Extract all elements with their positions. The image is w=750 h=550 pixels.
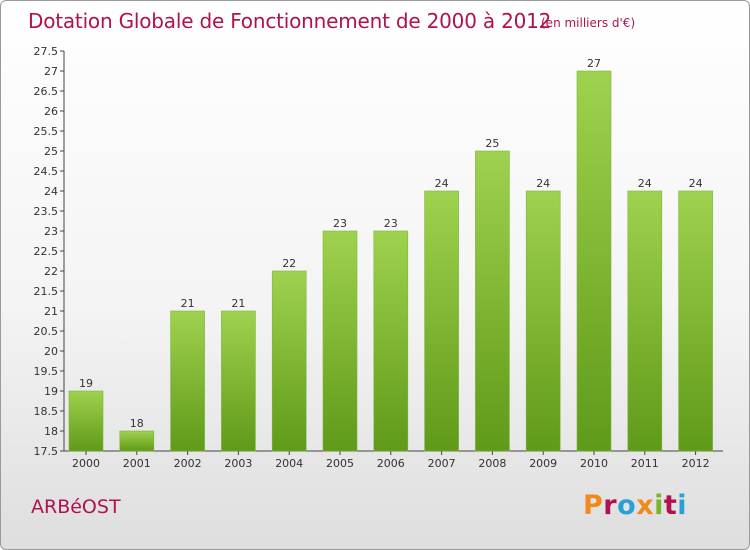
y-tick-label: 17.5 <box>34 445 59 458</box>
y-tick-label: 20.5 <box>34 325 59 338</box>
x-tick-label: 2006 <box>377 457 405 470</box>
bar-2009[interactable] <box>525 190 561 452</box>
x-tick-label: 2010 <box>580 457 608 470</box>
chart-labels: 2000 19 2001 18 2002 21 2003 21 2004 22 2005 23 2006… <box>72 57 710 470</box>
x-tick-label: 2001 <box>123 457 151 470</box>
x-tick-label: 2012 <box>682 457 710 470</box>
y-tick-label: 23 <box>44 225 58 238</box>
bar-2005[interactable] <box>322 230 358 452</box>
x-tick-label: 2008 <box>478 457 506 470</box>
y-tick-label: 26.5 <box>34 85 59 98</box>
y-tick-label: 24.5 <box>34 165 59 178</box>
x-tick-label: 2009 <box>529 457 557 470</box>
y-tick-label: 18 <box>44 425 58 438</box>
y-tick-label: 25 <box>44 145 58 158</box>
y-tick-label: 18.5 <box>34 405 59 418</box>
chart-unit: (en milliers d'€) <box>541 16 636 30</box>
y-tick-label: 25.5 <box>34 125 59 138</box>
bar-2010[interactable] <box>576 70 612 452</box>
logo-letter: t <box>663 490 678 521</box>
bar-2007[interactable] <box>424 190 459 452</box>
bar-2002[interactable] <box>170 310 205 452</box>
data-label-2003: 21 <box>231 297 245 310</box>
bar-2012[interactable] <box>678 190 713 452</box>
data-label-2000: 19 <box>79 377 93 390</box>
y-tick-label: 21 <box>44 305 58 318</box>
logo-letter: P <box>583 490 604 521</box>
bar-2003[interactable] <box>221 310 256 452</box>
chart-title: Dotation Globale de Fonctionnement de 20… <box>28 9 552 33</box>
bar-2000[interactable] <box>68 390 104 452</box>
chart-bars <box>68 70 713 452</box>
x-tick-label: 2000 <box>72 457 100 470</box>
x-tick-label: 2003 <box>224 457 252 470</box>
bar-2011[interactable] <box>627 190 663 452</box>
proxiti-logo[interactable]: Proxiti <box>583 490 687 521</box>
bar-2004[interactable] <box>271 270 307 452</box>
chart-axes: 17.5 18 18.5 19 19.5 20 20.5 21 21.5 22 22.5 23 23.5… <box>34 45 723 458</box>
commune-name: ARBéOST <box>31 496 121 518</box>
x-tick-label: 2005 <box>326 457 354 470</box>
y-tick-label: 26 <box>44 105 58 118</box>
y-tick-label: 27 <box>44 65 58 78</box>
y-tick-label: 24 <box>44 185 58 198</box>
data-label-2002: 21 <box>181 297 195 310</box>
data-label-2004: 22 <box>282 257 296 270</box>
x-tick-label: 2007 <box>428 457 456 470</box>
logo-letter: r <box>603 490 618 521</box>
y-tick-label: 22.5 <box>34 245 59 258</box>
data-label-2001: 18 <box>130 417 144 430</box>
y-tick-label: 23.5 <box>34 205 59 218</box>
logo-letter: o <box>617 490 637 521</box>
y-tick-label: 27.5 <box>34 45 59 58</box>
logo-letter: i <box>677 490 688 521</box>
x-tick-label: 2004 <box>275 457 303 470</box>
y-tick-label: 20 <box>44 345 58 358</box>
logo-letter: i <box>654 490 664 521</box>
data-label-2011: 24 <box>638 177 652 190</box>
data-label-2007: 24 <box>435 177 449 190</box>
data-label-2010: 27 <box>587 57 601 70</box>
data-label-2008: 25 <box>485 137 499 150</box>
bar-2006[interactable] <box>373 230 409 452</box>
data-label-2009: 24 <box>536 177 550 190</box>
bar-2008[interactable] <box>475 150 510 452</box>
data-label-2006: 23 <box>384 217 398 230</box>
data-label-2005: 23 <box>333 217 347 230</box>
x-tick-label: 2002 <box>174 457 202 470</box>
y-tick-label: 22 <box>44 265 58 278</box>
logo-letter: x <box>636 490 655 521</box>
y-tick-label: 19 <box>44 385 58 398</box>
y-tick-label: 21.5 <box>34 285 59 298</box>
bar-2001[interactable] <box>119 430 155 452</box>
y-tick-label: 19.5 <box>34 365 59 378</box>
data-label-2012: 24 <box>689 177 703 190</box>
x-tick-label: 2011 <box>631 457 659 470</box>
